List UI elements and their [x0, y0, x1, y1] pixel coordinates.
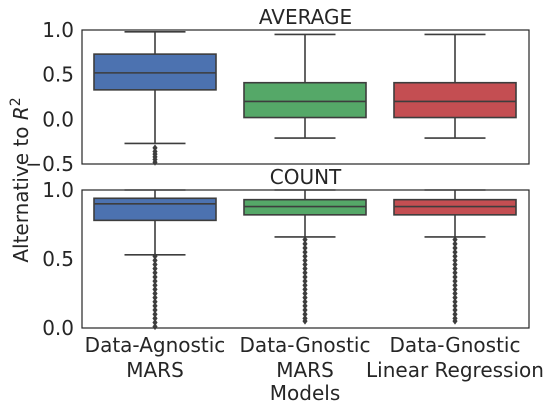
- outlier-point: [302, 277, 308, 285]
- outlier-point: [152, 144, 158, 152]
- x-tick-label: Linear Regression: [366, 358, 544, 382]
- outlier-point: [452, 269, 458, 277]
- outlier-point: [152, 306, 158, 314]
- panel-frame: [81, 29, 530, 165]
- outlier-point: [452, 261, 458, 269]
- outlier-point: [152, 158, 158, 166]
- x-tick-label: MARS: [126, 358, 184, 382]
- outlier-point: [452, 294, 458, 302]
- outlier-point: [302, 294, 308, 302]
- outlier-point: [452, 248, 458, 256]
- outlier-point: [302, 252, 308, 260]
- outlier-point: [302, 240, 308, 248]
- x-tick-label: Data-Gnostic: [240, 333, 371, 357]
- y-tick-label: 0.0: [42, 107, 74, 131]
- outlier-point: [302, 269, 308, 277]
- outlier-point: [302, 290, 308, 297]
- outlier-point: [452, 252, 458, 260]
- outlier-point: [452, 244, 458, 252]
- outlier-point: [302, 261, 308, 269]
- outlier-point: [302, 244, 308, 252]
- outlier-point: [152, 298, 158, 306]
- outlier-point: [152, 294, 158, 302]
- outlier-point: [452, 290, 458, 297]
- y-axis-label: Alternative to R2: [8, 97, 33, 262]
- y-tick-label: 1.0: [42, 18, 74, 42]
- box: [243, 81, 367, 119]
- outlier-point: [152, 314, 158, 322]
- outlier-point: [302, 302, 308, 310]
- outlier-point: [302, 273, 308, 281]
- outlier-point: [152, 318, 158, 326]
- y-tick-label: 0.0: [42, 316, 74, 340]
- x-tick-label: Data-Gnostic: [390, 333, 521, 357]
- outlier-point: [452, 317, 458, 325]
- outlier-point: [152, 252, 158, 260]
- outlier-point: [152, 285, 158, 293]
- outlier-point: [302, 285, 308, 293]
- outlier-point: [302, 248, 308, 256]
- y-tick-label: −0.5: [25, 152, 74, 176]
- outlier-point: [152, 256, 158, 264]
- outlier-point: [302, 281, 308, 289]
- outlier-point: [452, 306, 458, 314]
- outlier-point: [452, 302, 458, 310]
- x-tick-label: Data-Agnostic: [85, 333, 226, 357]
- y-tick-label: 1.0: [42, 178, 74, 202]
- outlier-point: [152, 277, 158, 285]
- outlier-point: [302, 298, 308, 306]
- outlier-point: [452, 265, 458, 273]
- outlier-point: [152, 273, 158, 281]
- outlier-point: [152, 265, 158, 273]
- outlier-point: [302, 317, 308, 325]
- outlier-point: [152, 310, 158, 318]
- outlier-point: [152, 290, 158, 297]
- outlier-point: [452, 240, 458, 248]
- x-axis-label: Models: [270, 381, 340, 405]
- x-tick-label: MARS: [276, 358, 334, 382]
- outlier-point: [302, 256, 308, 264]
- outlier-point: [452, 273, 458, 281]
- box: [93, 53, 217, 91]
- outlier-point: [452, 310, 458, 318]
- outlier-point: [152, 323, 158, 331]
- outlier-point: [302, 265, 308, 273]
- box: [393, 81, 517, 119]
- y-tick-label: 0.5: [42, 247, 74, 271]
- outlier-point: [302, 306, 308, 314]
- box: [93, 197, 217, 222]
- outlier-point: [452, 236, 458, 244]
- outlier-point: [152, 269, 158, 277]
- outlier-point: [452, 298, 458, 306]
- outlier-point: [452, 285, 458, 293]
- outlier-point: [152, 261, 158, 269]
- outlier-point: [452, 281, 458, 289]
- outlier-point: [452, 277, 458, 285]
- outlier-point: [302, 310, 308, 318]
- outlier-point: [302, 236, 308, 244]
- panel-title: COUNT: [270, 165, 342, 189]
- outlier-point: [152, 281, 158, 289]
- y-tick-label: 0.5: [42, 63, 74, 87]
- outlier-point: [152, 302, 158, 310]
- outlier-point: [452, 256, 458, 264]
- panel-title: AVERAGE: [259, 5, 352, 29]
